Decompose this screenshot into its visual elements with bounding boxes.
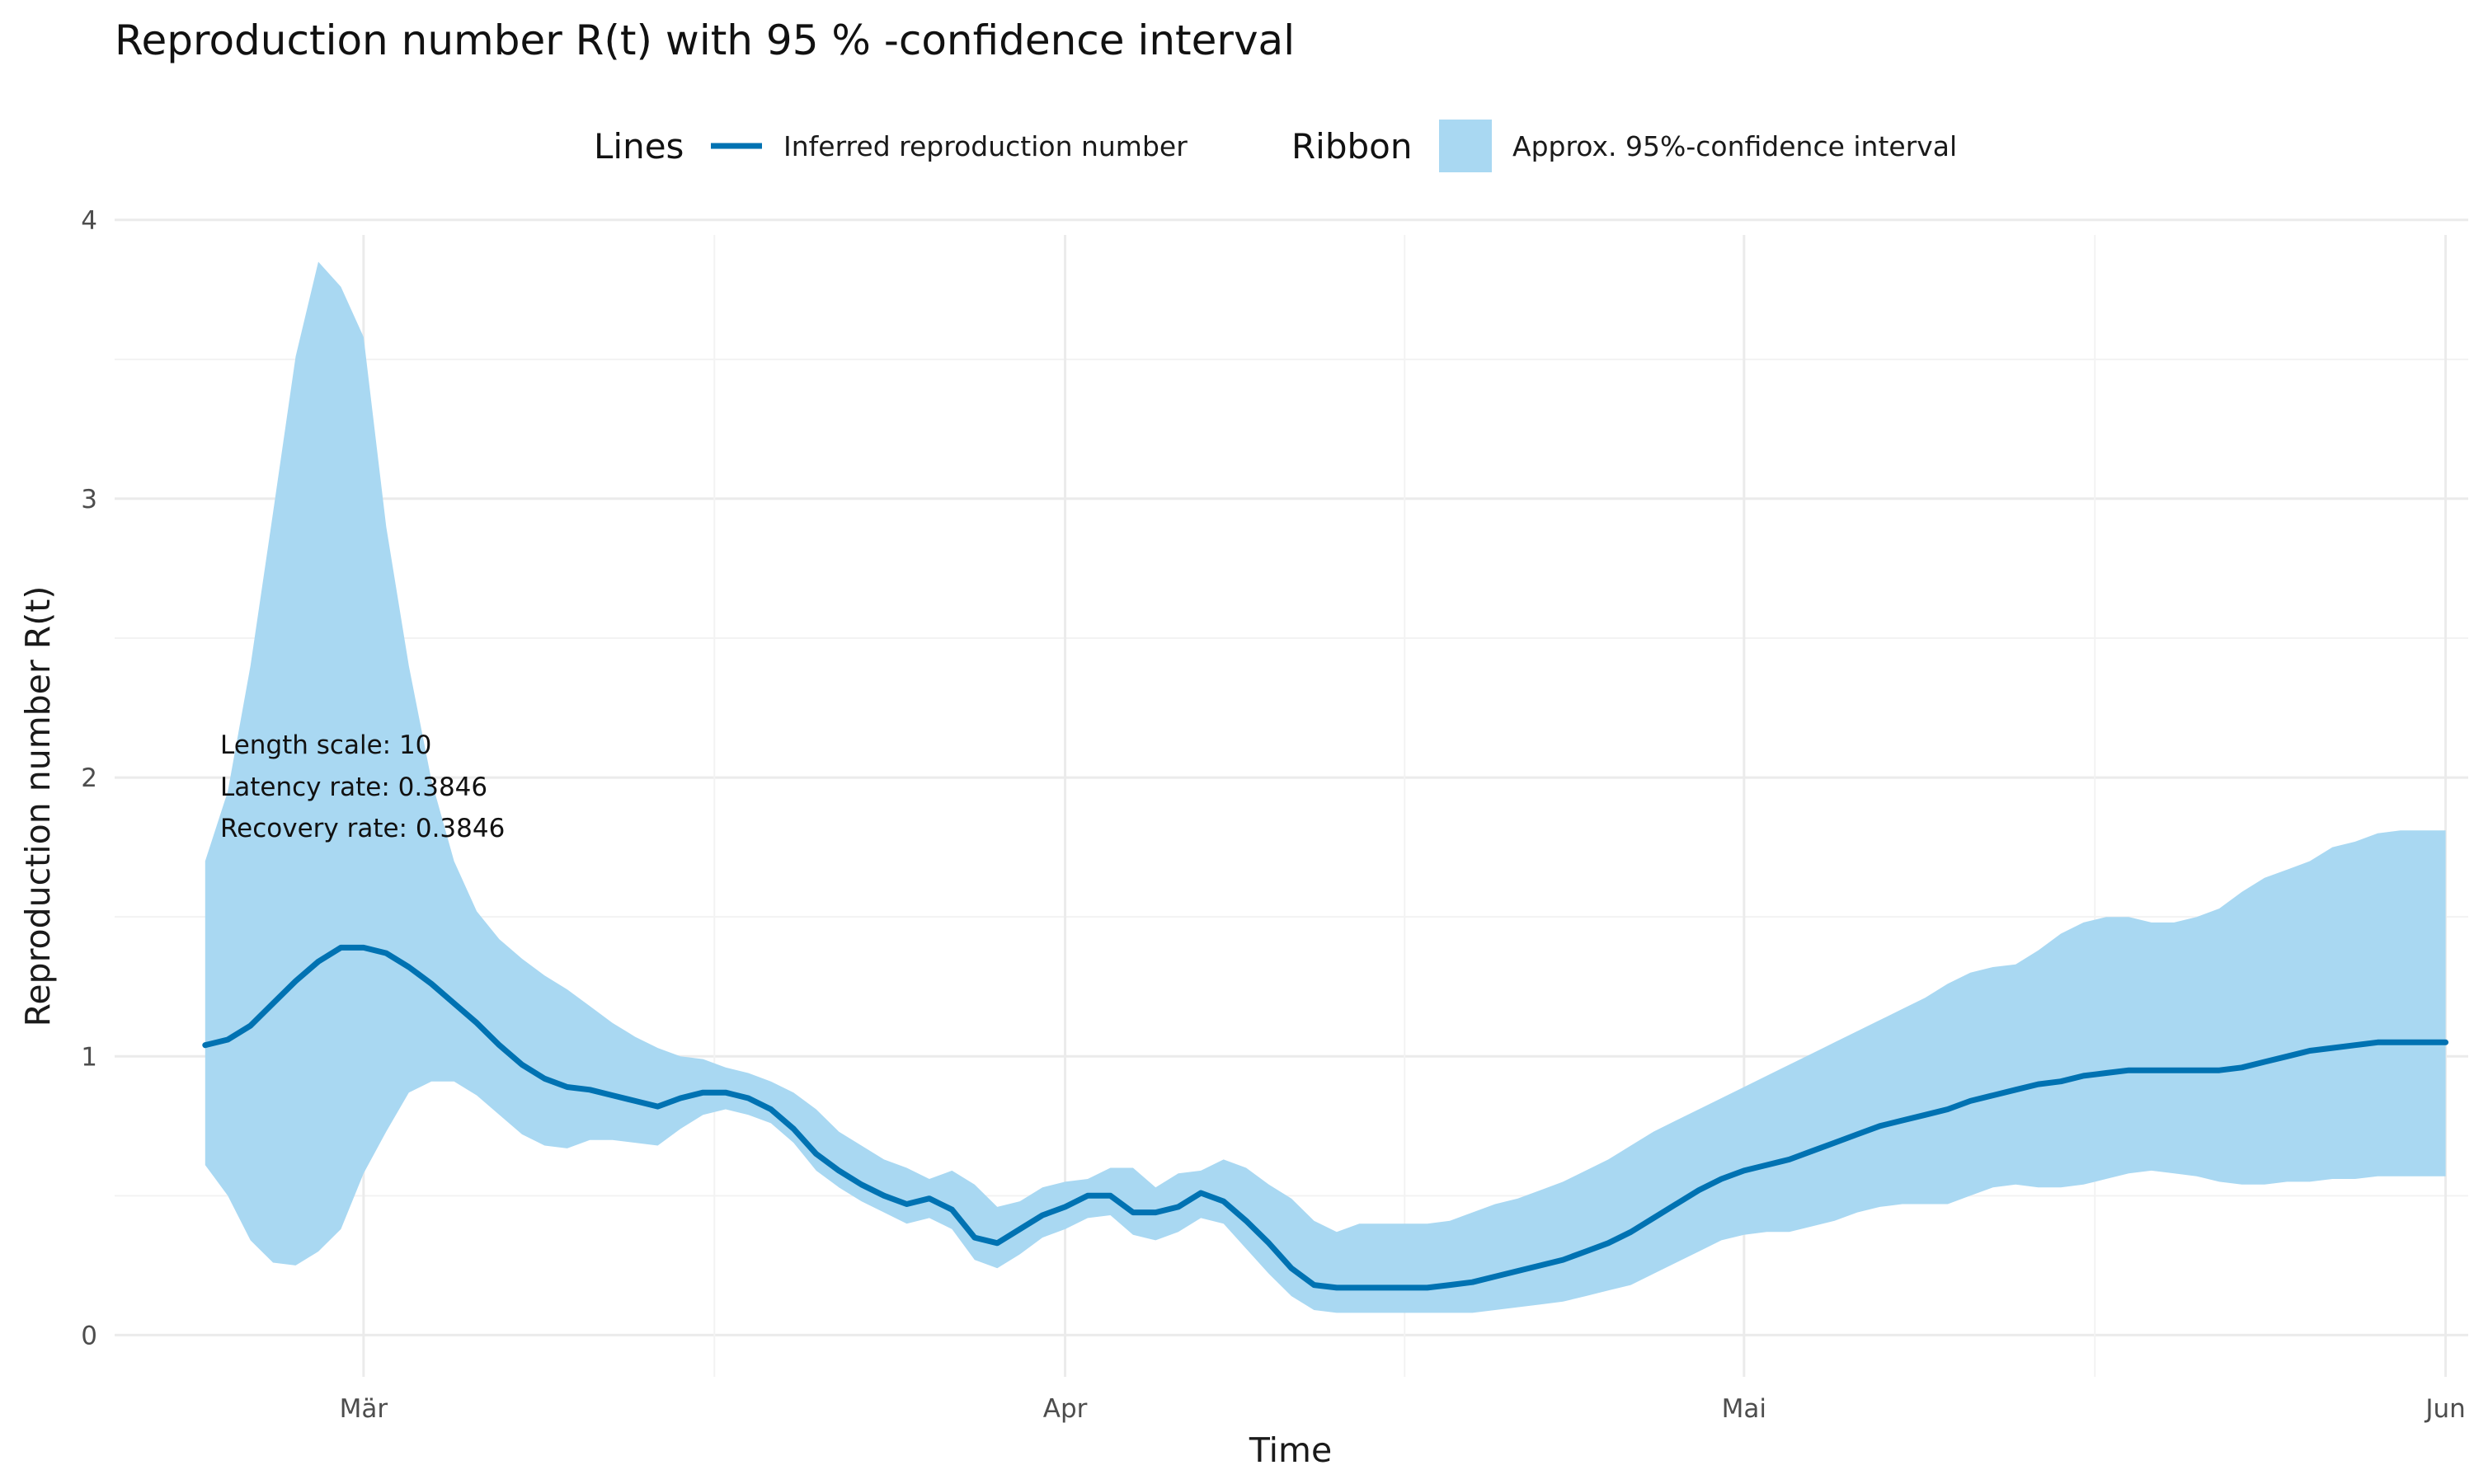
y-axis-ticks: 0 1 2 3 4 (81, 206, 97, 1351)
y-tick-label: 3 (81, 485, 97, 514)
legend-line-label: Inferred reproduction number (783, 130, 1188, 162)
y-tick-label: 1 (81, 1042, 97, 1072)
parameter-annotations: Length scale: 10 Latency rate: 0.3846 Re… (220, 730, 505, 843)
legend: Lines Inferred reproduction number Ribbo… (594, 120, 1957, 172)
y-tick-label: 4 (81, 206, 97, 236)
x-axis-ticks: Mär Apr Mai Jun (340, 1394, 2466, 1424)
ribbon-layer (205, 261, 2446, 1313)
annotation-length-scale: Length scale: 10 (220, 730, 431, 760)
line-layer (202, 944, 2449, 1291)
annotation-latency-rate: Latency rate: 0.3846 (220, 773, 487, 802)
legend-ribbon-label: Approx. 95%-confidence interval (1512, 130, 1957, 162)
chart-title: Reproduction number R(t) with 95 % -conf… (115, 16, 1295, 64)
legend-ribbon-title: Ribbon (1291, 126, 1413, 167)
x-tick-label: Mai (1722, 1394, 1766, 1424)
x-axis-label: Time (1249, 1430, 1332, 1470)
annotation-recovery-rate: Recovery rate: 0.3846 (220, 814, 505, 843)
y-tick-label: 0 (81, 1321, 97, 1350)
y-axis-label: Reproduction number R(t) (18, 586, 58, 1027)
x-tick-label: Mär (340, 1394, 388, 1424)
y-tick-label: 2 (81, 763, 97, 793)
legend-ribbon-key (1439, 120, 1492, 172)
confidence-ribbon (205, 261, 2446, 1313)
reproduction-number-line (202, 944, 2449, 1291)
x-tick-label: Jun (2424, 1394, 2465, 1424)
legend-lines-title: Lines (594, 126, 684, 167)
x-tick-label: Apr (1043, 1394, 1088, 1424)
